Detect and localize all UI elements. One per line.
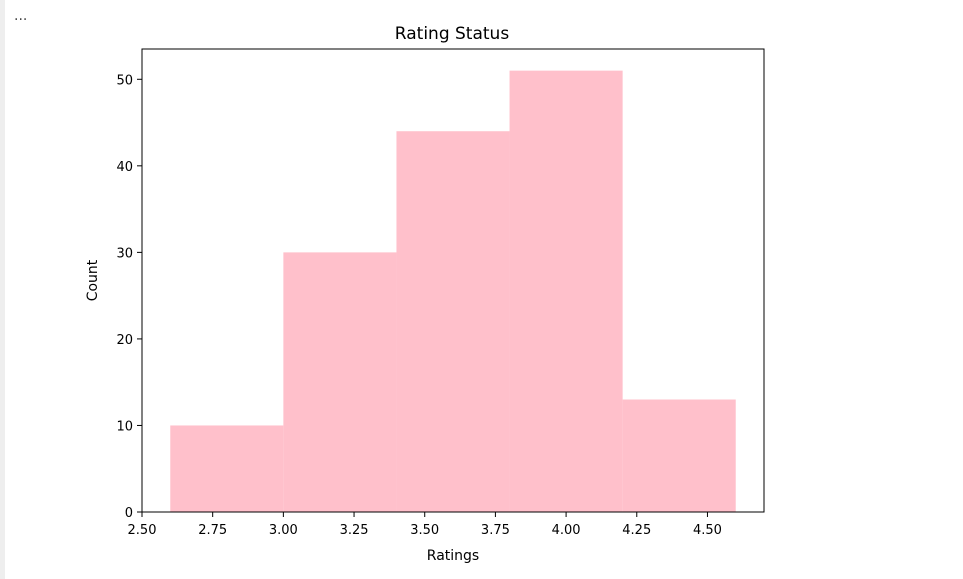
cell-left-border <box>0 0 5 579</box>
x-axis-ticks: 2.50 2.75 3.00 3.25 3.50 3.75 4.00 4.25 4.50 <box>128 512 722 538</box>
output-overflow-indicator[interactable]: ... <box>14 8 28 24</box>
y-tick-label: 0 <box>125 506 133 521</box>
x-tick-label: 3.00 <box>269 523 298 538</box>
x-tick-label: 4.25 <box>622 523 651 538</box>
x-tick-label: 3.75 <box>481 523 510 538</box>
bars-group <box>170 70 736 513</box>
histogram-bar-4 <box>509 70 623 513</box>
histogram-bar-1 <box>170 425 284 512</box>
histogram-bar-3 <box>396 131 510 512</box>
x-tick-label: 2.50 <box>128 523 157 538</box>
y-axis-label: Count <box>85 259 101 301</box>
histogram-bar-5 <box>622 399 736 512</box>
x-tick-label: 3.50 <box>410 523 439 538</box>
plot-frame <box>141 48 765 513</box>
histogram-bar-2 <box>283 252 397 512</box>
y-tick-label: 40 <box>116 160 133 175</box>
x-axis-label: Ratings <box>427 548 479 564</box>
y-tick-label: 30 <box>116 246 133 261</box>
y-axis-ticks: 0 10 20 30 40 50 <box>116 73 142 521</box>
y-tick-label: 50 <box>116 73 133 88</box>
x-tick-label: 3.25 <box>340 523 369 538</box>
x-tick-label: 4.50 <box>693 523 722 538</box>
y-tick-label: 10 <box>116 419 133 434</box>
y-tick-label: 20 <box>116 333 133 348</box>
x-tick-label: 2.75 <box>198 523 227 538</box>
x-tick-label: 4.00 <box>552 523 581 538</box>
chart-title: Rating Status <box>395 24 510 44</box>
